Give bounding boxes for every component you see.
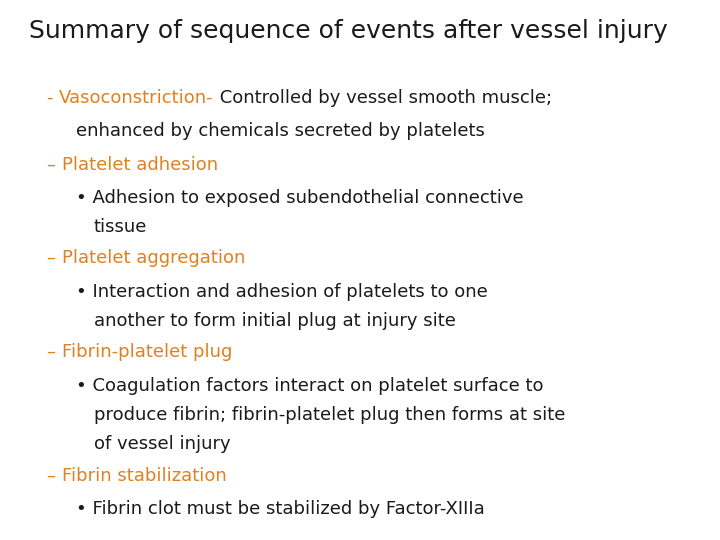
Text: –: –: [47, 467, 61, 484]
Text: –: –: [47, 249, 61, 267]
Text: • Adhesion to exposed subendothelial connective: • Adhesion to exposed subendothelial con…: [76, 189, 523, 207]
Text: Vasoconstriction-: Vasoconstriction-: [59, 89, 214, 107]
Text: –: –: [47, 156, 61, 173]
Text: Platelet aggregation: Platelet aggregation: [61, 249, 245, 267]
Text: enhanced by chemicals secreted by platelets: enhanced by chemicals secreted by platel…: [76, 122, 485, 139]
Text: produce fibrin; fibrin-platelet plug then forms at site: produce fibrin; fibrin-platelet plug the…: [94, 406, 565, 424]
Text: • Interaction and adhesion of platelets to one: • Interaction and adhesion of platelets …: [76, 283, 487, 301]
Text: Summary of sequence of events after vessel injury: Summary of sequence of events after vess…: [29, 19, 667, 43]
Text: of vessel injury: of vessel injury: [94, 435, 230, 453]
Text: –: –: [47, 343, 61, 361]
Text: Controlled by vessel smooth muscle;: Controlled by vessel smooth muscle;: [214, 89, 552, 107]
Text: Platelet adhesion: Platelet adhesion: [61, 156, 217, 173]
Text: tissue: tissue: [94, 218, 147, 236]
Text: • Coagulation factors interact on platelet surface to: • Coagulation factors interact on platel…: [76, 377, 543, 395]
Text: Fibrin-platelet plug: Fibrin-platelet plug: [61, 343, 232, 361]
Text: another to form initial plug at injury site: another to form initial plug at injury s…: [94, 312, 456, 330]
Text: • Fibrin clot must be stabilized by Factor-XIIIa: • Fibrin clot must be stabilized by Fact…: [76, 500, 485, 518]
Text: Fibrin stabilization: Fibrin stabilization: [61, 467, 226, 484]
Text: -: -: [47, 89, 59, 107]
